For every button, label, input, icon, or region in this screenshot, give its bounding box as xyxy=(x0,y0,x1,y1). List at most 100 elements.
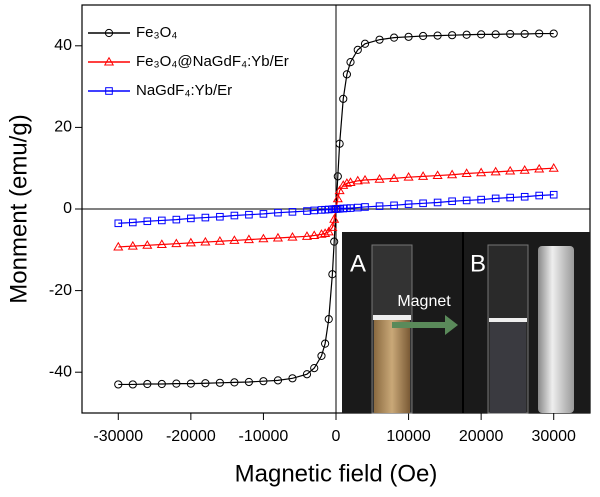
marker xyxy=(158,216,166,225)
marker xyxy=(200,236,211,246)
marker xyxy=(418,171,429,180)
marker xyxy=(353,45,362,54)
y-tick-label: -20 xyxy=(49,282,72,299)
marker xyxy=(477,30,486,39)
marker xyxy=(309,230,320,240)
marker xyxy=(157,379,166,389)
marker xyxy=(506,193,514,202)
marker xyxy=(259,210,268,218)
marker xyxy=(334,185,345,195)
legend-label: NaGdF₄:Yb/Er xyxy=(136,82,232,99)
marker xyxy=(215,378,224,387)
marker xyxy=(341,178,352,187)
marker xyxy=(243,234,254,244)
marker xyxy=(156,239,167,248)
marker xyxy=(491,194,500,203)
marker xyxy=(310,364,319,373)
marker xyxy=(534,163,545,173)
marker xyxy=(229,235,240,244)
marker xyxy=(352,175,363,185)
marker xyxy=(324,315,333,324)
inset-label: A xyxy=(350,250,366,277)
marker xyxy=(321,339,330,348)
marker xyxy=(361,203,369,211)
marker xyxy=(375,35,384,44)
marker xyxy=(345,177,356,186)
marker xyxy=(388,173,400,182)
marker xyxy=(303,207,311,215)
legend-marker xyxy=(103,56,115,66)
marker xyxy=(113,241,124,251)
marker xyxy=(185,237,196,247)
marker xyxy=(171,238,182,248)
marker xyxy=(353,203,362,212)
marker xyxy=(288,374,297,383)
marker xyxy=(142,240,153,249)
x-tick-label: 30000 xyxy=(531,428,576,445)
marker xyxy=(330,237,339,246)
marker xyxy=(375,202,384,210)
marker xyxy=(390,201,398,210)
marker xyxy=(535,191,544,200)
marker xyxy=(214,236,225,245)
marker xyxy=(477,195,485,204)
marker xyxy=(462,196,471,205)
marker xyxy=(520,192,529,201)
marker xyxy=(447,169,458,179)
marker xyxy=(317,351,326,360)
x-tick-label: -30000 xyxy=(93,428,143,445)
marker xyxy=(273,376,283,385)
legend-label: Fe₃O₄ xyxy=(136,24,177,41)
marker xyxy=(128,380,137,389)
marker xyxy=(216,212,224,221)
marker xyxy=(476,167,487,177)
legend-label: Fe₃O₄@NaGdF₄:Yb/Er xyxy=(136,53,289,70)
legend-marker xyxy=(105,87,113,95)
legend-marker xyxy=(104,28,114,38)
inset-label: B xyxy=(470,250,486,277)
marker xyxy=(491,30,500,39)
marker xyxy=(327,222,338,231)
marker xyxy=(244,377,254,387)
marker xyxy=(127,240,138,250)
marker xyxy=(433,31,442,40)
y-tick-label: 40 xyxy=(54,37,72,54)
marker xyxy=(418,31,428,41)
marker xyxy=(114,380,123,389)
marker xyxy=(245,210,253,219)
x-tick-label: 20000 xyxy=(459,428,504,445)
marker xyxy=(519,165,530,174)
marker xyxy=(535,29,544,38)
marker xyxy=(114,219,123,228)
marker xyxy=(288,208,297,216)
marker xyxy=(549,190,558,199)
marker xyxy=(230,378,239,387)
x-tick-label: -20000 xyxy=(166,428,216,445)
marker xyxy=(506,29,515,39)
marker xyxy=(419,199,427,208)
marker xyxy=(272,232,284,242)
marker xyxy=(230,211,239,220)
marker xyxy=(332,193,343,203)
x-axis-title: Magnetic field (Oe) xyxy=(235,460,438,487)
marker xyxy=(432,170,443,180)
marker xyxy=(448,197,456,206)
marker xyxy=(342,70,351,79)
marker xyxy=(448,31,457,40)
marker xyxy=(346,58,355,67)
y-tick-label: -40 xyxy=(49,363,72,380)
marker xyxy=(333,172,342,181)
x-tick-label: -10000 xyxy=(239,428,289,445)
marker xyxy=(389,33,399,42)
marker xyxy=(320,228,331,237)
marker xyxy=(403,171,414,181)
marker xyxy=(201,379,210,388)
marker xyxy=(338,180,349,189)
x-tick-label: 0 xyxy=(332,428,341,445)
inset-label: Magnet xyxy=(397,293,451,310)
marker xyxy=(129,218,137,227)
marker xyxy=(201,213,210,222)
marker xyxy=(339,94,348,103)
marker xyxy=(323,226,334,236)
